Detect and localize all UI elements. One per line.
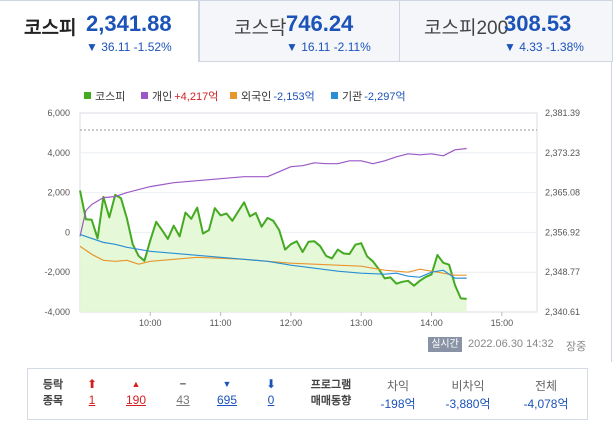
tab-kospi200[interactable]: 코스피200 308.53 ▼ 4.33 -1.38% bbox=[399, 0, 613, 62]
y-left-tick-label: 0 bbox=[65, 227, 70, 237]
chart-panel bbox=[0, 62, 612, 362]
legend-swatch bbox=[84, 92, 91, 99]
x-tick-label: 11:00 bbox=[210, 318, 232, 328]
stat-lower-limit[interactable]: ⬇ 0 bbox=[256, 377, 286, 407]
program-item-label: 전체 bbox=[534, 379, 558, 393]
legend-name: 개인 bbox=[152, 91, 173, 103]
program-item-label: 차익 bbox=[386, 379, 410, 393]
up-triangle-icon: ▲ bbox=[131, 379, 141, 389]
chart-area bbox=[80, 190, 467, 312]
flat-dash-icon: ━ bbox=[180, 379, 186, 389]
breadth-label-line1: 등락 bbox=[42, 379, 64, 391]
x-tick-label: 10:00 bbox=[139, 318, 162, 328]
program-label-line2: 매매동향 bbox=[310, 395, 352, 407]
legend-name: 코스피 bbox=[95, 91, 126, 103]
y-right-tick-label: 2,340.61 bbox=[545, 307, 580, 317]
stat-unchanged[interactable]: ━ 43 bbox=[168, 377, 198, 407]
legend-name: 외국인 bbox=[241, 91, 272, 103]
program-total: 전체 -4,078억 bbox=[511, 377, 581, 412]
realtime-badge[interactable]: 실시간 bbox=[428, 337, 462, 352]
stat-count[interactable]: 43 bbox=[176, 393, 190, 407]
y-right-tick-label: 2,381.39 bbox=[545, 108, 580, 118]
tab-kospi[interactable]: 코스피 2,341.88 ▼ 36.11 -1.52% bbox=[0, 0, 199, 62]
tab-name: 코스닥 bbox=[234, 18, 287, 39]
intraday-chart: 6,000 2,381.39 4,000 2,373.23 2,000 2,365.08 0… bbox=[44, 108, 580, 328]
legend-value: -2,297억 bbox=[364, 91, 406, 103]
index-tabs: 코스피 2,341.88 ▼ 36.11 -1.52% 코스닥 746.24 ▼… bbox=[0, 0, 615, 62]
y-right-tick-label: 2,365.08 bbox=[545, 188, 580, 198]
tab-kosdaq[interactable]: 코스닥 746.24 ▼ 16.11 -2.11% bbox=[199, 0, 400, 62]
tab-name: 코스피200 bbox=[424, 18, 509, 39]
program-item-value: -198억 bbox=[380, 397, 416, 411]
down-limit-arrow-icon: ⬇ bbox=[265, 377, 277, 391]
y-left-tick-label: -4,000 bbox=[44, 307, 70, 317]
y-left-tick-label: 4,000 bbox=[47, 148, 70, 158]
series-line-1 bbox=[79, 147, 467, 237]
up-limit-arrow-icon: ⬆ bbox=[86, 377, 98, 391]
program-non-arbitrage: 비차익 -3,880억 bbox=[433, 377, 503, 412]
program-label: 프로그램 매매동향 bbox=[303, 377, 359, 409]
stat-count[interactable]: 695 bbox=[216, 393, 238, 407]
market-status: 장중 bbox=[566, 341, 587, 353]
area-fill-0 bbox=[80, 190, 467, 312]
y-right-tick-label: 2,373.23 bbox=[545, 148, 580, 158]
legend-swatch bbox=[230, 92, 237, 99]
legend-item-foreign[interactable]: 외국인 -2,153억 bbox=[230, 88, 315, 104]
breadth-label: 등락 종목 bbox=[41, 377, 65, 409]
legend-swatch bbox=[141, 92, 148, 99]
legend-item-institution[interactable]: 기관 -2,297억 bbox=[331, 88, 406, 104]
tab-value: 308.53 bbox=[504, 11, 572, 36]
series-line-3 bbox=[79, 233, 467, 279]
y-left-tick-label: 2,000 bbox=[47, 188, 70, 198]
stat-advancing[interactable]: ▲ 190 bbox=[121, 377, 151, 407]
program-item-label: 비차익 bbox=[451, 379, 485, 393]
breadth-label-line2: 종목 bbox=[42, 395, 64, 407]
legend-value: +4,217억 bbox=[174, 91, 219, 103]
legend-item-individual[interactable]: 개인 +4,217억 bbox=[141, 88, 218, 104]
x-tick-label: 13:00 bbox=[350, 318, 373, 328]
tab-name: 코스피 bbox=[24, 18, 77, 39]
stat-count[interactable]: 190 bbox=[125, 393, 147, 407]
legend-item-kospi[interactable]: 코스피 bbox=[84, 88, 127, 104]
x-tick-label: 14:00 bbox=[420, 318, 443, 328]
legend-name: 기관 bbox=[342, 91, 363, 103]
timestamp: 2022.06.30 14:32 bbox=[468, 338, 554, 350]
program-item-value: -4,078억 bbox=[523, 397, 569, 411]
stat-declining[interactable]: ▼ 695 bbox=[212, 377, 242, 407]
y-left-tick-label: -2,000 bbox=[44, 267, 70, 277]
down-triangle-icon: ▼ bbox=[222, 379, 232, 389]
program-item-value: -3,880억 bbox=[445, 397, 491, 411]
tab-change: ▼ 4.33 -1.38% bbox=[504, 40, 584, 54]
program-label-line1: 프로그램 bbox=[310, 379, 352, 391]
tab-value: 2,341.88 bbox=[86, 11, 172, 36]
stat-count[interactable]: 0 bbox=[267, 393, 275, 407]
y-right-tick-label: 2,348.77 bbox=[545, 267, 580, 277]
stat-count[interactable]: 1 bbox=[88, 393, 96, 407]
chart-series bbox=[79, 147, 467, 300]
legend-value: -2,153억 bbox=[273, 91, 315, 103]
x-tick-label: 15:00 bbox=[491, 318, 514, 328]
tab-value: 746.24 bbox=[286, 11, 354, 36]
chart-tick-labels: 6,000 2,381.39 4,000 2,373.23 2,000 2,365.08 0… bbox=[44, 108, 580, 328]
y-right-tick-label: 2,356.92 bbox=[545, 227, 580, 237]
stat-upper-limit[interactable]: ⬆ 1 bbox=[77, 377, 107, 407]
market-breadth-box: 등락 종목 ⬆ 1 ▲ 190 ━ 43 ▼ 695 ⬇ 0 프로그램 매매동향… bbox=[27, 368, 588, 420]
program-arbitrage: 차익 -198억 bbox=[368, 377, 428, 412]
y-left-tick-label: 6,000 bbox=[47, 108, 70, 118]
tab-change: ▼ 16.11 -2.11% bbox=[286, 40, 371, 54]
x-tick-label: 12:00 bbox=[280, 318, 303, 328]
tab-change: ▼ 36.11 -1.52% bbox=[86, 40, 172, 54]
legend-swatch bbox=[331, 92, 338, 99]
series-line-0 bbox=[79, 190, 467, 300]
